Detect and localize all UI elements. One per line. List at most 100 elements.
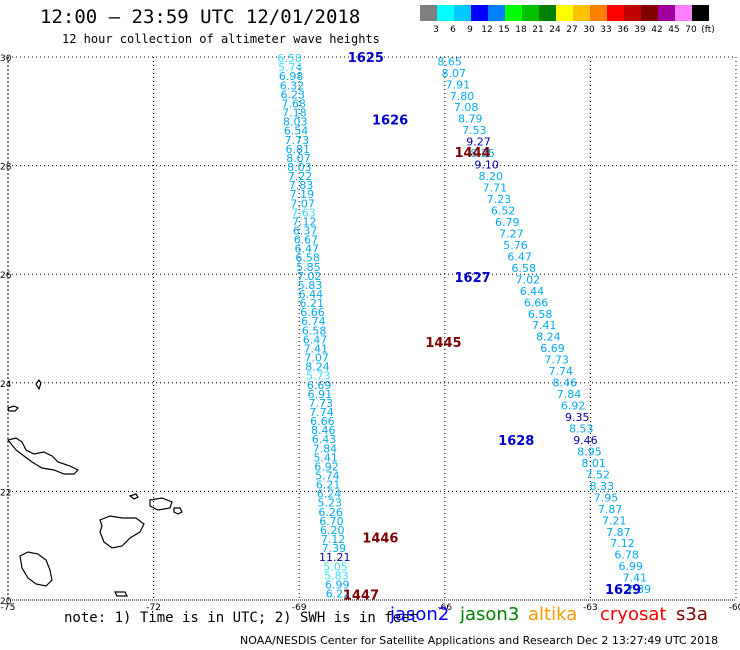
track-a-value: 6.81 [285, 143, 310, 156]
scale-swatch [454, 5, 471, 21]
track-a-value: 6.44 [299, 288, 324, 301]
track-a-value: 8.24 [305, 361, 330, 374]
track-a-value: 5.83 [298, 279, 323, 292]
track-a-value: 5.41 [313, 451, 338, 464]
track-b-value: 7.21 [602, 514, 627, 527]
pass-time-label: 1625 [348, 51, 384, 66]
scale-label: 45 [668, 25, 680, 35]
pass-time-label: 1627 [455, 271, 491, 286]
scale-swatch [675, 5, 692, 21]
scale-label: 15 [498, 25, 510, 35]
track-a-value: 5.74 [278, 61, 303, 74]
pass-time-label: 1444 [455, 146, 491, 161]
bahamas-island [35, 378, 42, 391]
bahamas-island [7, 405, 20, 412]
track-b-value: 5.76 [503, 239, 528, 252]
track-a-value: 6.74 [301, 315, 326, 328]
track-b-value: 6.47 [507, 250, 532, 263]
scale-swatch [539, 5, 556, 21]
track-b-value: 7.52 [586, 468, 611, 481]
track-a-value: 6.92 [314, 460, 339, 473]
track-b-value: 7.27 [499, 227, 524, 240]
axis-tick-labels: -75 -72 -69 -66 -63 -60 20 22 24 26 28 30 [0, 54, 740, 613]
track-b-value: 7.73 [544, 354, 569, 367]
legend-altika: altika [528, 604, 578, 625]
x-tick-label: -69 [292, 603, 307, 613]
track-b-value: 7.08 [454, 101, 479, 114]
track-a-value: 6.22 [326, 587, 351, 600]
track-a-value: 6.91 [308, 388, 333, 401]
track-a-value: 6.58 [295, 252, 320, 265]
island [114, 591, 128, 597]
legend-jason2: jason2 [390, 604, 450, 625]
track-a-value: 7.41 [304, 342, 329, 355]
track-a-value: 6.43 [312, 433, 337, 446]
track-b-value: 6.69 [540, 342, 565, 355]
track-b-value: 7.41 [623, 572, 648, 585]
track-a-value: 6.69 [307, 379, 332, 392]
pass-time-label: 1446 [362, 532, 398, 547]
jamaica-coast [19, 551, 53, 587]
scale-swatch [420, 5, 437, 21]
legend-s3a: s3a [676, 604, 708, 625]
scale-swatch [658, 5, 675, 21]
track-a-value: 5.74 [315, 470, 340, 483]
scale-label: 36 [617, 25, 629, 35]
pass-time-label: 1629 [605, 583, 641, 598]
track-a-value: 5.23 [318, 497, 343, 510]
scale-label: 18 [515, 25, 527, 35]
map-frame [7, 56, 737, 601]
track-b-value: 7.95 [594, 491, 619, 504]
satellite-tracks: 6.585.746.986.326.237.687.188.036.547.73… [277, 52, 651, 600]
track-b-value: 7.23 [487, 193, 512, 206]
track-b-value: 7.84 [557, 388, 582, 401]
track-a-value: 6.32 [280, 79, 305, 92]
credit-line: NOAA/NESDIS Center for Satellite Applica… [240, 634, 719, 647]
track-a-value: 6.23 [281, 88, 306, 101]
island [128, 493, 139, 500]
track-b-value: 6.58 [511, 262, 536, 275]
legend-jason3: jason3 [460, 604, 520, 625]
scale-label: 27 [566, 25, 578, 35]
track-b-value: 7.02 [516, 273, 541, 286]
track-b-value: 7.80 [450, 90, 475, 103]
scale-label: 33 [600, 25, 612, 35]
track-a-value: 7.12 [292, 215, 317, 228]
scale-label: 70 [685, 25, 697, 35]
legend-cryosat: cryosat [600, 604, 667, 625]
track-a-value: 6.37 [293, 225, 318, 238]
scale-swatch [607, 5, 624, 21]
scale-swatch [522, 5, 539, 21]
track-a-value: 7.07 [304, 352, 329, 365]
track-a-value: 6.47 [303, 333, 328, 346]
track-a-value: 6.58 [277, 52, 302, 65]
track-b-value: 6.58 [528, 308, 553, 321]
track-b-value: 7.39 [627, 583, 652, 596]
track-b-value: 8.24 [536, 331, 561, 344]
track-a-value: 8.07 [286, 152, 311, 165]
track-b-value: 7.87 [606, 526, 631, 539]
track-a-value: 6.20 [320, 524, 345, 537]
track-a-value: 6.21 [316, 479, 341, 492]
track-b-value: 8.65 [437, 55, 462, 68]
track-a-value: 7.12 [321, 533, 346, 546]
track-a-value: 6.66 [300, 306, 325, 319]
track-a-value: 6.67 [294, 234, 319, 247]
scale-swatch [692, 5, 709, 21]
track-a-value: 8.46 [311, 424, 336, 437]
track-a-value: 7.73 [309, 397, 334, 410]
track-a-value: 5.85 [296, 261, 321, 274]
pass-labels: 1625 1626 1444 1627 1445 1628 1446 1447 1629 [343, 51, 641, 604]
track-a-value: 7.18 [282, 107, 307, 120]
track-b-value: 8.33 [590, 480, 615, 493]
scale-label: 24 [549, 25, 561, 35]
scale-label: 12 [481, 25, 493, 35]
track-b-value: 9.46 [573, 434, 598, 447]
track-b-value: 7.41 [532, 319, 557, 332]
track-b-value: 8.79 [458, 113, 483, 126]
pass-time-label: 1445 [425, 336, 461, 351]
track-a-value: 7.02 [297, 270, 322, 283]
track-a-value: 7.63 [291, 206, 316, 219]
